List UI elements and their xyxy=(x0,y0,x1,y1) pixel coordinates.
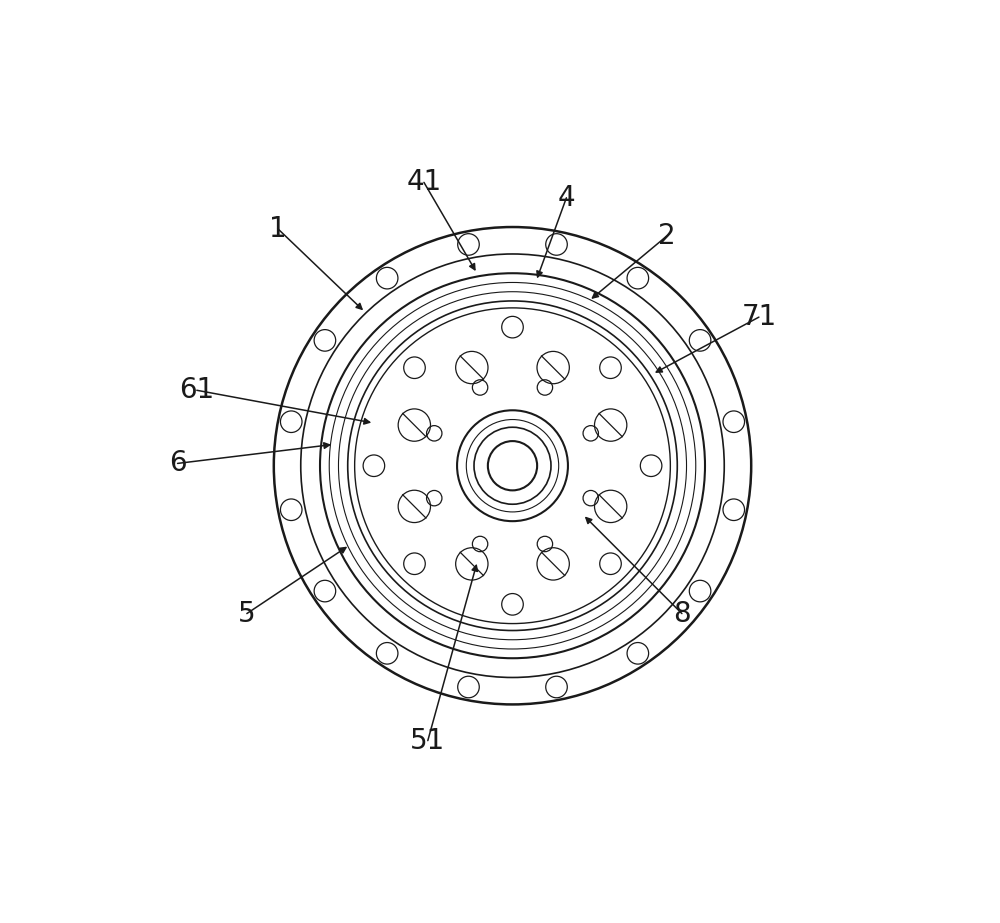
Text: 71: 71 xyxy=(741,303,777,331)
Text: 41: 41 xyxy=(406,168,442,197)
Text: 4: 4 xyxy=(558,184,575,211)
Text: 2: 2 xyxy=(658,222,675,250)
Text: 61: 61 xyxy=(179,377,214,404)
Text: 5: 5 xyxy=(238,600,256,628)
Text: 1: 1 xyxy=(269,214,286,243)
Text: 51: 51 xyxy=(410,726,445,755)
Text: 6: 6 xyxy=(169,450,186,477)
Text: 8: 8 xyxy=(673,600,691,628)
